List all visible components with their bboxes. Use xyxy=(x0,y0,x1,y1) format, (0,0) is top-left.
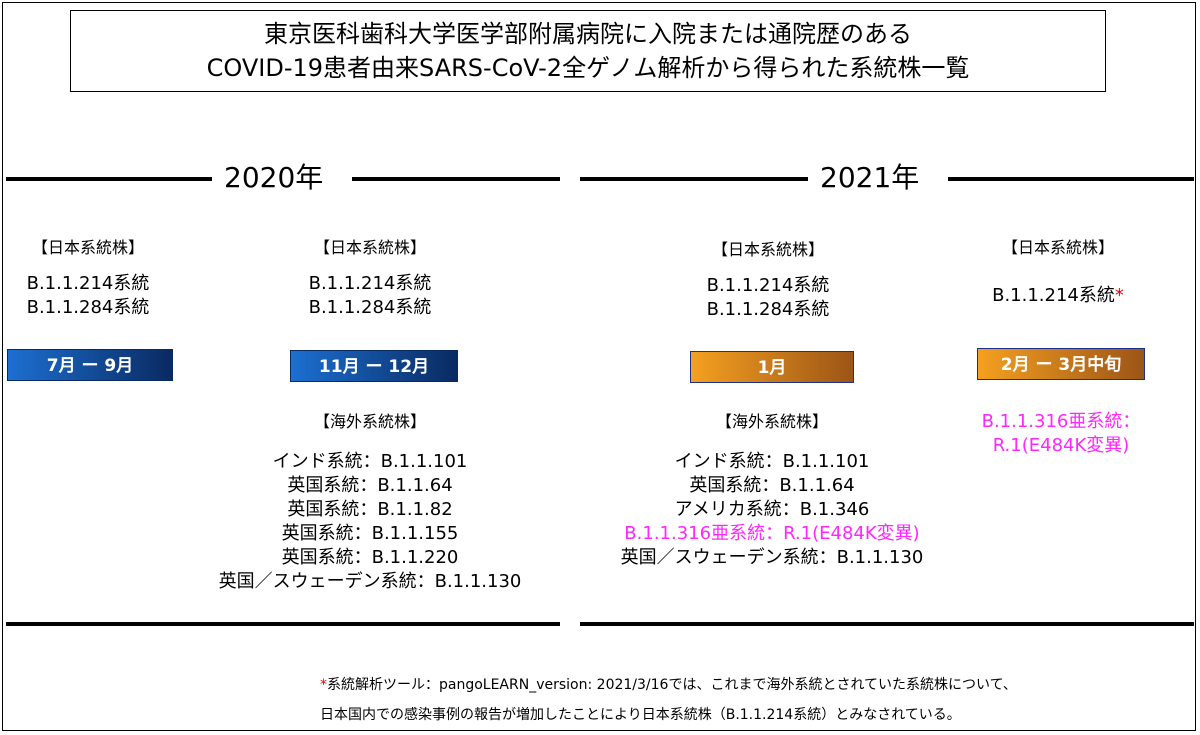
period-3-domestic: 【日本系統株】 B.1.1.214系統 B.1.1.284系統 xyxy=(686,238,850,322)
period-3-foreign: 【海外系統株】 インド系統：B.1.1.101 英国系統：B.1.1.64 アメ… xyxy=(586,410,958,570)
footnote-line-1: *系統解析ツール：pangoLEARN_version: 2021/3/16では… xyxy=(320,674,1017,696)
lineage-name: B.1.1.214系統 xyxy=(992,285,1115,306)
lineage-item: 英国系統：B.1.1.64 xyxy=(689,475,855,496)
lineage-item-variant: B.1.1.316亜系統： xyxy=(981,411,1141,432)
period-4-domestic: 【日本系統株】 B.1.1.214系統* xyxy=(976,236,1140,308)
foreign-heading: 【海外系統株】 xyxy=(715,412,828,431)
period-bar-jan: 1月 xyxy=(690,351,854,383)
period-bar-feb-mar: 2月 ー 3月中旬 xyxy=(977,348,1145,380)
lineage-item: B.1.1.214系統 xyxy=(26,273,150,294)
period-2-foreign: 【海外系統株】 インド系統：B.1.1.101 英国系統：B.1.1.64 英国… xyxy=(190,410,550,594)
rule-2021-left xyxy=(580,177,808,181)
rule-2020-right xyxy=(352,177,560,181)
lineage-item: B.1.1.214系統 xyxy=(706,275,830,296)
lineage-item: B.1.1.214系統* xyxy=(976,284,1140,308)
title-line-2: COVID-19患者由来SARS-CoV-2全ゲノム解析から得られた系統株一覧 xyxy=(206,54,970,82)
lineage-item: 英国系統：B.1.1.82 xyxy=(287,499,453,520)
lineage-item: インド系統：B.1.1.101 xyxy=(272,451,468,472)
footnote-text-1: 系統解析ツール：pangoLEARN_version: 2021/3/16では、… xyxy=(327,677,1017,693)
period-2-domestic: 【日本系統株】 B.1.1.214系統 B.1.1.284系統 xyxy=(290,236,450,320)
lineage-item-variant: R.1(E484K変異) xyxy=(992,435,1130,456)
domestic-heading: 【日本系統株】 xyxy=(313,238,426,257)
rule-2020-left xyxy=(6,177,212,181)
lineage-item: 英国系統：B.1.1.64 xyxy=(287,475,453,496)
footnote-mark: * xyxy=(320,677,327,693)
rule-bottom-right xyxy=(580,622,1194,626)
lineage-item: 英国／スウェーデン系統：B.1.1.130 xyxy=(620,547,924,568)
lineage-item: B.1.1.284系統 xyxy=(308,297,432,318)
footnote-line-2: 日本国内での感染事例の報告が増加したことにより日本系統株（B.1.1.214系統… xyxy=(320,707,961,723)
period-4-variant: B.1.1.316亜系統： R.1(E484K変異) xyxy=(966,410,1156,458)
asterisk-mark: * xyxy=(1114,285,1124,306)
rule-bottom-left xyxy=(6,622,560,626)
year-2020-label: 2020年 xyxy=(224,161,324,194)
lineage-item-variant: B.1.1.316亜系統：R.1(E484K変異) xyxy=(624,523,920,544)
lineage-item: インド系統：B.1.1.101 xyxy=(674,451,870,472)
title-line-1: 東京医科歯科大学医学部附属病院に入院または通院歴のある xyxy=(264,20,912,48)
rule-2021-right xyxy=(948,177,1194,181)
lineage-item: 英国系統：B.1.1.155 xyxy=(281,523,459,544)
lineage-item: B.1.1.284系統 xyxy=(706,299,830,320)
domestic-heading: 【日本系統株】 xyxy=(711,240,824,259)
period-bar-jul-sep: 7月 ー 9月 xyxy=(7,349,173,381)
domestic-heading: 【日本系統株】 xyxy=(1001,238,1114,257)
lineage-item: B.1.1.284系統 xyxy=(26,297,150,318)
foreign-heading: 【海外系統株】 xyxy=(313,412,426,431)
lineage-item: 英国系統：B.1.1.220 xyxy=(281,547,459,568)
lineage-item: アメリカ系統：B.1.346 xyxy=(674,499,870,520)
lineage-item: B.1.1.214系統 xyxy=(308,273,432,294)
period-1-domestic: 【日本系統株】 B.1.1.214系統 B.1.1.284系統 xyxy=(10,236,166,320)
year-2021-label: 2021年 xyxy=(820,161,920,194)
domestic-heading: 【日本系統株】 xyxy=(31,238,144,257)
lineage-item: 英国／スウェーデン系統：B.1.1.130 xyxy=(218,571,522,592)
period-bar-nov-dec: 11月 ー 12月 xyxy=(290,350,458,382)
title-box: 東京医科歯科大学医学部附属病院に入院または通院歴のある COVID-19患者由来… xyxy=(70,10,1106,92)
